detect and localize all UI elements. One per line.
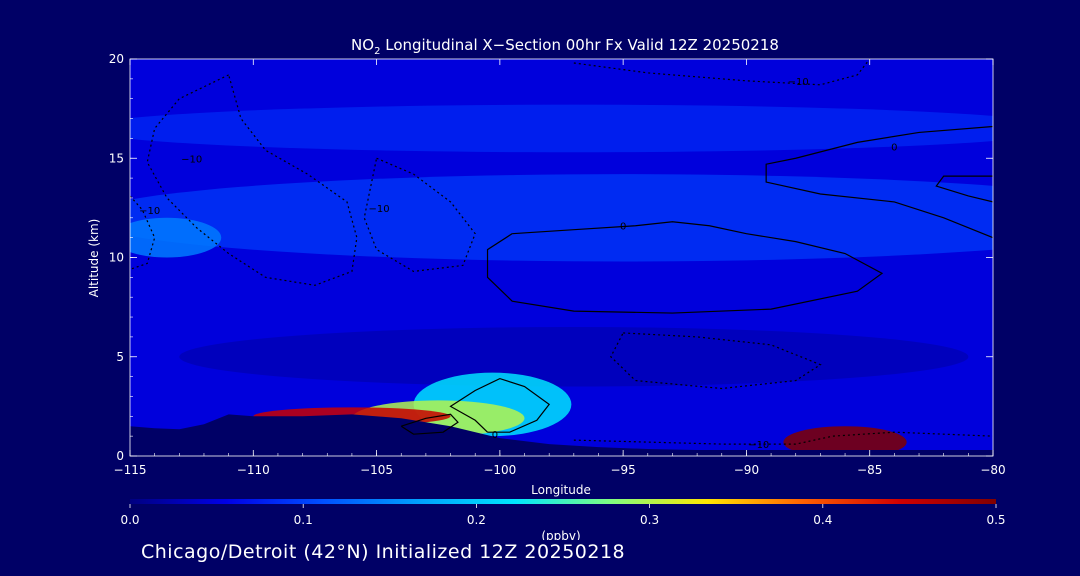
y-axis-label: Altitude (km) <box>87 219 101 298</box>
x-tick-label: −115 <box>114 463 147 477</box>
x-tick-label: −110 <box>237 463 270 477</box>
x-tick-label: −80 <box>980 463 1005 477</box>
dotted-contour-mid-upper <box>363 157 476 273</box>
x-tick-label: −100 <box>483 463 516 477</box>
dotted-contour-west-upper <box>146 74 358 286</box>
plot-area: 0 0 0 −10 −10 −10 −10 −10 <box>130 59 993 456</box>
colorbar-tick-label: 0.1 <box>294 513 313 527</box>
y-tick-label: 5 <box>116 350 124 364</box>
dotted-contour-mid-east <box>610 332 822 390</box>
contour-0-upper-east <box>765 125 993 239</box>
chart-title-rest: Longitudinal X−Section 00hr Fx Valid 12Z… <box>380 36 778 54</box>
dotted-contour-west-upper-label: −10 <box>181 154 202 165</box>
colorbar-tick-label: 0.4 <box>813 513 832 527</box>
dotted-contour-top-east-label: −10 <box>788 77 809 88</box>
y-tick-label: 10 <box>109 251 124 265</box>
contour-0-upper-east-label: 0 <box>891 142 897 153</box>
no2-cross-section-chart: NO2 Longitudinal X−Section 00hr Fx Valid… <box>87 36 1006 543</box>
x-tick-label: −105 <box>360 463 393 477</box>
contour-0-upper-middle <box>486 221 884 314</box>
concentration-field <box>130 59 993 456</box>
x-tick-label: −90 <box>734 463 759 477</box>
colorbar-tick-label: 0.3 <box>640 513 659 527</box>
contour-lines: 0 0 0 −10 −10 −10 −10 −10 <box>130 59 993 451</box>
contour-0-low-inner <box>400 413 459 435</box>
dotted-contour-west-outer <box>130 195 156 270</box>
y-tick-label: 15 <box>109 151 124 165</box>
colorbar-unit-label: (ppbv) <box>541 529 580 540</box>
colorbar-tick-label: 0.5 <box>986 513 1005 527</box>
contour-0-upper-east-small <box>935 175 993 203</box>
y-tick-label: 0 <box>116 449 124 463</box>
contour-0-upper-middle-label: 0 <box>620 222 626 233</box>
dotted-contour-surface-east <box>573 431 993 445</box>
field-stratosphere-layer <box>130 104 993 153</box>
dotted-contour-mid-upper-label: −10 <box>368 204 389 215</box>
x-axis-label: Longitude <box>531 483 591 497</box>
chart-title-prefix: NO <box>351 36 374 54</box>
dotted-contour-top-east <box>573 59 871 86</box>
dotted-contour-west-outer-label: −10 <box>139 206 160 217</box>
chart-title-subscript: 2 <box>374 46 380 57</box>
field-upper-trop-band <box>130 174 993 262</box>
field-lower-troposphere-band <box>179 326 969 387</box>
field-east-surface-plume <box>783 426 907 456</box>
colorbar <box>130 499 996 504</box>
contour-0-low-west <box>449 377 551 433</box>
colorbar-ticks: 0.0 0.1 0.2 0.3 0.4 0.5 <box>120 504 1006 527</box>
colorbar-tick-label: 0.0 <box>120 513 139 527</box>
colorbar-tick-label: 0.2 <box>467 513 486 527</box>
contour-0-low-west-label: 0 <box>492 430 498 441</box>
chart-title: NO2 Longitudinal X−Section 00hr Fx Valid… <box>351 36 779 57</box>
footer-location-init-label: Chicago/Detroit (42°N) Initialized 12Z 2… <box>141 541 626 563</box>
terrain-surface <box>130 414 993 456</box>
y-tick-label: 20 <box>109 52 124 66</box>
field-west-upper-blob <box>130 217 222 258</box>
dotted-contour-surface-east-label: −10 <box>748 440 769 451</box>
x-tick-label: −85 <box>857 463 882 477</box>
x-tick-label: −95 <box>610 463 635 477</box>
